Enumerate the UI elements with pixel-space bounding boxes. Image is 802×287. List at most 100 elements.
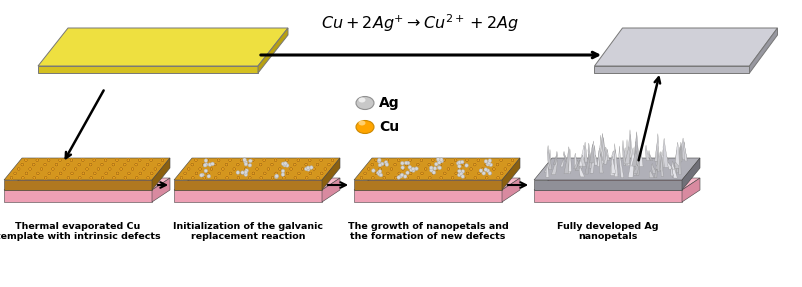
Circle shape <box>112 177 115 179</box>
Circle shape <box>282 163 285 166</box>
Circle shape <box>435 158 439 161</box>
Circle shape <box>229 159 231 162</box>
Circle shape <box>390 168 392 170</box>
Circle shape <box>90 177 92 179</box>
Circle shape <box>371 163 373 166</box>
Circle shape <box>104 172 107 175</box>
Circle shape <box>496 177 499 179</box>
Circle shape <box>142 168 145 170</box>
Polygon shape <box>354 190 501 202</box>
Circle shape <box>439 158 443 161</box>
Circle shape <box>485 162 489 166</box>
Circle shape <box>205 159 209 162</box>
Circle shape <box>411 167 415 171</box>
Circle shape <box>244 160 247 164</box>
Polygon shape <box>578 155 583 168</box>
Circle shape <box>323 168 326 170</box>
Circle shape <box>204 169 208 173</box>
Circle shape <box>244 168 247 170</box>
Circle shape <box>456 161 460 165</box>
Circle shape <box>383 161 387 164</box>
Polygon shape <box>599 137 604 166</box>
Circle shape <box>242 158 246 162</box>
Circle shape <box>310 166 313 169</box>
Circle shape <box>285 164 289 167</box>
Polygon shape <box>614 149 618 177</box>
Polygon shape <box>657 146 659 172</box>
Polygon shape <box>547 146 551 170</box>
Polygon shape <box>634 132 638 161</box>
Circle shape <box>237 177 240 179</box>
Polygon shape <box>630 134 634 166</box>
Polygon shape <box>658 157 662 170</box>
Circle shape <box>236 163 239 166</box>
Circle shape <box>320 172 322 175</box>
Circle shape <box>431 171 435 174</box>
Circle shape <box>407 166 411 169</box>
Circle shape <box>115 159 118 162</box>
Text: Initialization of the galvanic
replacement reaction: Initialization of the galvanic replaceme… <box>172 222 322 241</box>
Text: Ag: Ag <box>379 96 399 110</box>
Circle shape <box>59 159 62 162</box>
Polygon shape <box>593 66 748 73</box>
Circle shape <box>427 163 430 166</box>
Polygon shape <box>592 141 594 159</box>
Ellipse shape <box>355 121 374 133</box>
Polygon shape <box>551 157 557 174</box>
Polygon shape <box>322 158 339 190</box>
Polygon shape <box>568 149 571 172</box>
Circle shape <box>207 174 210 178</box>
Circle shape <box>36 172 39 175</box>
Polygon shape <box>645 145 649 160</box>
Circle shape <box>161 159 164 162</box>
Circle shape <box>248 163 250 166</box>
Circle shape <box>225 177 228 179</box>
Polygon shape <box>672 150 677 178</box>
Circle shape <box>40 168 43 170</box>
Circle shape <box>210 162 214 166</box>
Circle shape <box>411 169 415 172</box>
Circle shape <box>399 173 403 177</box>
Polygon shape <box>533 180 681 190</box>
Circle shape <box>484 160 487 163</box>
Circle shape <box>281 162 285 166</box>
Circle shape <box>25 159 27 162</box>
Circle shape <box>82 172 85 175</box>
Polygon shape <box>563 147 569 174</box>
Text: The growth of nanopetals and
the formation of new defects: The growth of nanopetals and the formati… <box>347 222 508 241</box>
Circle shape <box>203 177 205 179</box>
Circle shape <box>306 166 310 170</box>
Circle shape <box>249 159 252 163</box>
Circle shape <box>394 177 396 179</box>
Polygon shape <box>654 133 658 161</box>
Circle shape <box>401 168 403 170</box>
Polygon shape <box>655 144 658 165</box>
Polygon shape <box>610 156 615 173</box>
Polygon shape <box>593 28 776 66</box>
Polygon shape <box>597 148 602 160</box>
Circle shape <box>44 177 47 179</box>
Circle shape <box>93 159 95 162</box>
Circle shape <box>154 168 156 170</box>
Polygon shape <box>593 155 597 165</box>
Polygon shape <box>655 152 661 169</box>
Circle shape <box>429 168 433 172</box>
Polygon shape <box>566 157 569 174</box>
Circle shape <box>198 168 201 170</box>
Circle shape <box>274 174 278 178</box>
Polygon shape <box>563 151 567 161</box>
Circle shape <box>262 159 265 162</box>
Polygon shape <box>587 143 592 168</box>
Circle shape <box>450 163 453 166</box>
Circle shape <box>454 172 457 175</box>
Polygon shape <box>38 66 257 73</box>
Polygon shape <box>533 158 699 180</box>
Circle shape <box>51 168 55 170</box>
Circle shape <box>213 163 217 166</box>
Circle shape <box>274 172 277 175</box>
Polygon shape <box>599 154 602 173</box>
Polygon shape <box>584 142 587 162</box>
Circle shape <box>371 169 375 172</box>
Circle shape <box>135 163 137 166</box>
Circle shape <box>432 166 436 170</box>
